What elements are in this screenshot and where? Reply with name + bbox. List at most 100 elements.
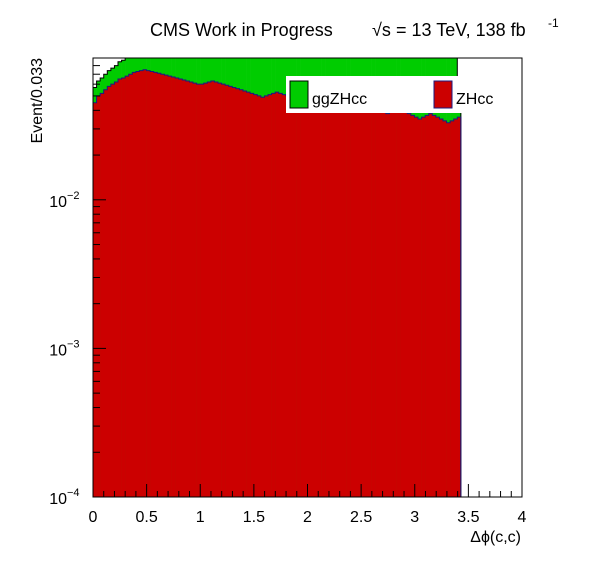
bar-zhcc [432, 115, 437, 497]
legend-label-ggzhcc: ggZHcc [312, 91, 367, 108]
bar-zhcc [296, 99, 301, 498]
bar-zhcc [192, 83, 197, 497]
y-tick-label: 10 [49, 491, 67, 508]
y-tick-exponent: −2 [67, 190, 80, 202]
chart-title: CMS Work in Progress [150, 20, 333, 40]
legend-swatch-zhcc [433, 80, 453, 109]
bar-zhcc [335, 104, 340, 498]
bar-zhcc [117, 79, 122, 497]
bar-zhcc [285, 95, 290, 497]
bar-zhcc [189, 82, 194, 497]
bar-zhcc [307, 104, 312, 498]
bar-zhcc [214, 82, 219, 497]
bar-zhcc [139, 70, 144, 497]
bar-zhcc [317, 105, 322, 497]
bar-zhcc [303, 102, 308, 498]
x-tick-label: 2 [303, 509, 312, 526]
bar-zhcc [203, 83, 208, 497]
x-axis-ticks: 0 0.5 1 1.5 2 2.5 3 3.5 4 [89, 484, 527, 526]
bar-zhcc [403, 111, 408, 497]
bar-zhcc [282, 94, 287, 498]
bar-zhcc [257, 95, 262, 497]
bar-zhcc [453, 118, 458, 497]
bar-zhcc [414, 117, 419, 498]
chart-title-energy: = 13 TeV, 138 fb [396, 20, 526, 40]
bar-zhcc [178, 79, 183, 497]
y-axis-label: Event/0.033 [29, 58, 46, 144]
x-tick-label: 0.5 [136, 509, 158, 526]
bar-zhcc [325, 102, 330, 498]
bar-zhcc [339, 105, 344, 497]
bar-zhcc [275, 92, 280, 498]
bar-zhcc [264, 95, 269, 497]
bar-zhcc [217, 83, 222, 497]
bar-zhcc [221, 84, 226, 497]
y-tick-label: 10 [49, 342, 67, 359]
bar-zhcc [225, 85, 230, 497]
bar-zhcc [400, 110, 405, 498]
x-tick-label: 4 [518, 509, 527, 526]
bar-zhcc [114, 82, 119, 497]
legend-label-zhcc: ZHcc [456, 91, 493, 108]
bar-zhcc [242, 90, 247, 498]
bar-zhcc [421, 117, 426, 498]
bar-zhcc [292, 98, 297, 498]
bar-zhcc [392, 110, 397, 498]
bar-zhcc [382, 111, 387, 497]
legend-box [286, 76, 500, 113]
bar-zhcc [446, 122, 451, 497]
bar-zhcc [200, 84, 205, 497]
bar-zhcc [321, 104, 326, 498]
bar-zhcc [167, 76, 172, 497]
bar-zhcc [153, 72, 158, 497]
bar-zhcc [457, 117, 462, 498]
chart-title-sqrt-s: √s [372, 20, 391, 40]
bar-zhcc [100, 93, 105, 497]
bar-zhcc [93, 102, 97, 498]
bar-zhcc [132, 72, 137, 497]
bar-zhcc [235, 88, 240, 498]
y-tick-exponent: −4 [67, 487, 80, 499]
bar-zhcc [107, 86, 112, 497]
bar-zhcc [450, 120, 455, 498]
bar-zhcc [160, 74, 165, 498]
bar-zhcc [442, 120, 447, 498]
y-tick-exponent: −3 [67, 338, 80, 350]
bar-zhcc [310, 105, 315, 497]
zhcc-bars [93, 69, 462, 498]
bar-zhcc [239, 89, 244, 498]
bar-zhcc [385, 113, 390, 498]
bar-zhcc [175, 78, 180, 498]
legend: ggZHcc ZHcc [286, 76, 500, 113]
bar-zhcc [300, 101, 305, 498]
bar-zhcc [142, 69, 147, 497]
bar-zhcc [128, 74, 133, 498]
bar-zhcc [357, 107, 362, 497]
bar-zhcc [378, 110, 383, 498]
y-tick-label: 10 [49, 194, 67, 211]
bar-zhcc [121, 78, 126, 498]
bar-zhcc [267, 94, 272, 498]
bar-zhcc [246, 92, 251, 498]
bar-zhcc [371, 107, 376, 497]
bar-zhcc [435, 117, 440, 498]
bar-zhcc [278, 93, 283, 497]
bar-zhcc [353, 108, 358, 497]
bar-zhcc [150, 71, 155, 497]
bar-zhcc [367, 105, 372, 497]
bar-zhcc [389, 111, 394, 497]
bar-zhcc [375, 108, 380, 497]
x-tick-label: 1 [196, 509, 205, 526]
bar-zhcc [232, 87, 237, 497]
bar-zhcc [328, 101, 333, 498]
bar-zhcc [253, 94, 258, 498]
bar-zhcc [342, 107, 347, 497]
bar-zhcc [289, 97, 294, 498]
bar-zhcc [407, 113, 412, 498]
bar-zhcc [146, 70, 151, 497]
bar-zhcc [271, 93, 276, 497]
bar-zhcc [314, 107, 319, 497]
bar-zhcc [164, 75, 169, 497]
bar-zhcc [182, 80, 187, 497]
bar-zhcc [125, 76, 130, 497]
